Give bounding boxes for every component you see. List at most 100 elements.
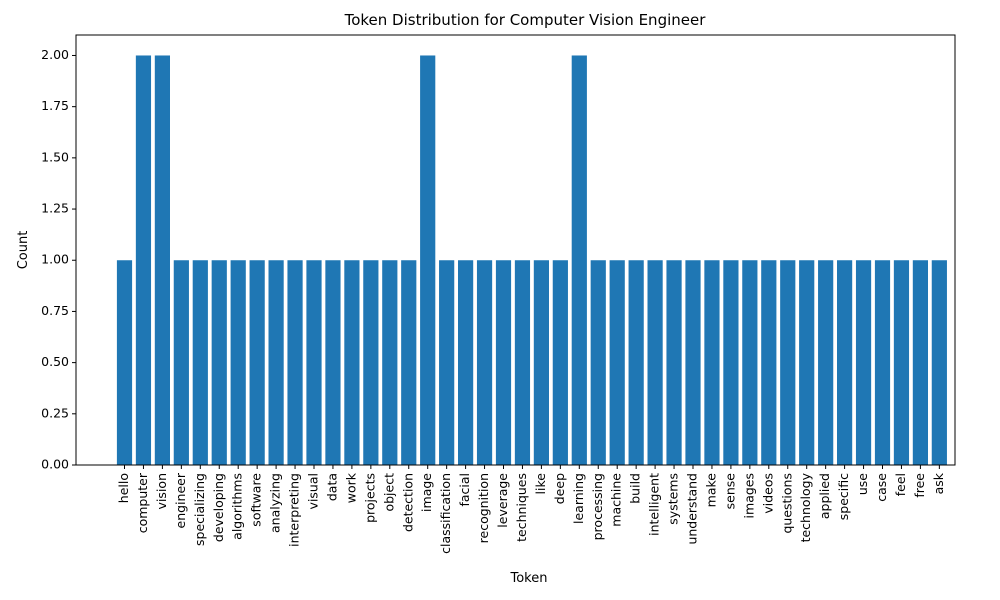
y-tick-label: 0.25 — [41, 405, 69, 420]
x-tick-label: developing — [211, 473, 226, 542]
x-tick-label: ask — [931, 472, 946, 494]
bar-facial — [458, 260, 474, 465]
x-tick-label: learning — [571, 473, 586, 524]
bar-data — [325, 260, 341, 465]
y-tick-label: 1.50 — [41, 149, 69, 164]
x-tick-label: engineer — [173, 472, 188, 528]
x-tick-label: technology — [798, 472, 813, 542]
bar-leverage — [495, 260, 512, 465]
bar-work — [344, 260, 360, 465]
bar-projects — [363, 260, 379, 465]
x-tick-label: feel — [893, 473, 908, 496]
bar-software — [249, 260, 265, 465]
bar-machine — [609, 260, 625, 465]
bar-applied — [818, 260, 834, 465]
y-tick-label: 1.75 — [41, 98, 69, 113]
x-tick-label: systems — [666, 473, 681, 525]
x-tick-label: leverage — [495, 473, 510, 528]
bar-image — [420, 55, 436, 465]
bar-make — [704, 260, 720, 465]
bar-processing — [590, 260, 606, 465]
bar-understand — [685, 260, 701, 465]
bar-intelligent — [647, 260, 663, 465]
bar-feel — [893, 260, 910, 465]
x-tick-label: detection — [400, 473, 415, 532]
x-tick-label: processing — [590, 473, 605, 540]
bar-deep — [552, 260, 568, 465]
y-tick-label: 2.00 — [41, 47, 69, 62]
y-axis: 0.00 0.25 0.50 0.75 1.00 1.25 1.50 1.75 2.00 — [41, 47, 76, 472]
bar-recognition — [476, 260, 493, 465]
x-axis-label: Token — [510, 571, 548, 586]
y-tick-label: 1.00 — [41, 252, 69, 267]
bar-hello — [116, 260, 133, 465]
x-tick-label: sense — [722, 473, 737, 510]
bar-ask — [931, 260, 947, 465]
bar-build — [628, 260, 644, 465]
x-tick-label: videos — [760, 473, 775, 514]
bar-systems — [666, 260, 682, 465]
x-tick-label: work — [343, 472, 358, 503]
bar-questions — [780, 260, 796, 465]
x-axis: hello computer vision engineer specializing d… — [116, 465, 946, 554]
x-tick-label: machine — [609, 473, 624, 527]
x-tick-label: build — [628, 473, 643, 504]
x-tick-label: classification — [438, 473, 453, 554]
bar-engineer — [173, 260, 189, 465]
y-tick-label: 0.75 — [41, 303, 69, 318]
bar-visual — [306, 260, 322, 465]
x-tick-label: specializing — [192, 473, 207, 546]
x-tick-label: like — [533, 473, 548, 495]
x-tick-label: facial — [457, 473, 472, 507]
plot-frame — [75, 34, 956, 466]
bars-group — [116, 55, 947, 465]
x-tick-label: case — [874, 473, 889, 502]
bar-sense — [723, 260, 739, 465]
bar-detection — [401, 260, 417, 465]
bar-images — [742, 260, 758, 465]
x-tick-label: intelligent — [647, 473, 662, 536]
x-tick-label: image — [419, 473, 434, 512]
x-tick-label: vision — [154, 473, 169, 509]
x-tick-label: make — [703, 473, 718, 508]
bar-specific — [837, 260, 853, 465]
x-tick-label: deep — [552, 473, 567, 504]
x-tick-label: data — [324, 473, 339, 501]
x-tick-label: recognition — [476, 473, 491, 543]
x-tick-label: use — [855, 473, 870, 495]
x-tick-label: free — [912, 473, 927, 498]
y-tick-label: 0.50 — [41, 354, 69, 369]
y-tick-label: 0.00 — [41, 457, 69, 472]
x-tick-label: analyzing — [268, 473, 283, 533]
x-tick-label: interpreting — [287, 473, 302, 547]
x-tick-label: visual — [306, 473, 321, 509]
bar-computer — [135, 55, 152, 465]
bar-case — [874, 260, 891, 465]
bar-developing — [211, 260, 227, 465]
chart-title: Token Distribution for Computer Vision E… — [344, 11, 707, 29]
bar-like — [533, 260, 549, 465]
bar-interpreting — [287, 260, 303, 465]
bar-techniques — [514, 260, 531, 465]
bar-analyzing — [268, 260, 284, 465]
x-tick-label: specific — [836, 473, 851, 520]
bar-learning — [571, 55, 587, 465]
x-tick-label: object — [381, 473, 396, 512]
x-tick-label: questions — [779, 473, 794, 534]
x-tick-label: algorithms — [230, 473, 245, 540]
y-axis-label: Count — [16, 231, 31, 270]
x-tick-label: understand — [685, 473, 700, 545]
x-tick-label: hello — [116, 473, 131, 503]
x-tick-label: computer — [135, 472, 150, 533]
x-tick-label: applied — [817, 473, 832, 519]
bar-vision — [154, 55, 170, 465]
x-tick-label: techniques — [514, 473, 529, 542]
bar-specializing — [192, 260, 208, 465]
bar-technology — [799, 260, 815, 465]
x-tick-label: software — [249, 473, 264, 527]
bar-classification — [439, 260, 455, 465]
bar-algorithms — [230, 260, 246, 465]
bar-videos — [761, 260, 777, 465]
bar-object — [382, 260, 398, 465]
